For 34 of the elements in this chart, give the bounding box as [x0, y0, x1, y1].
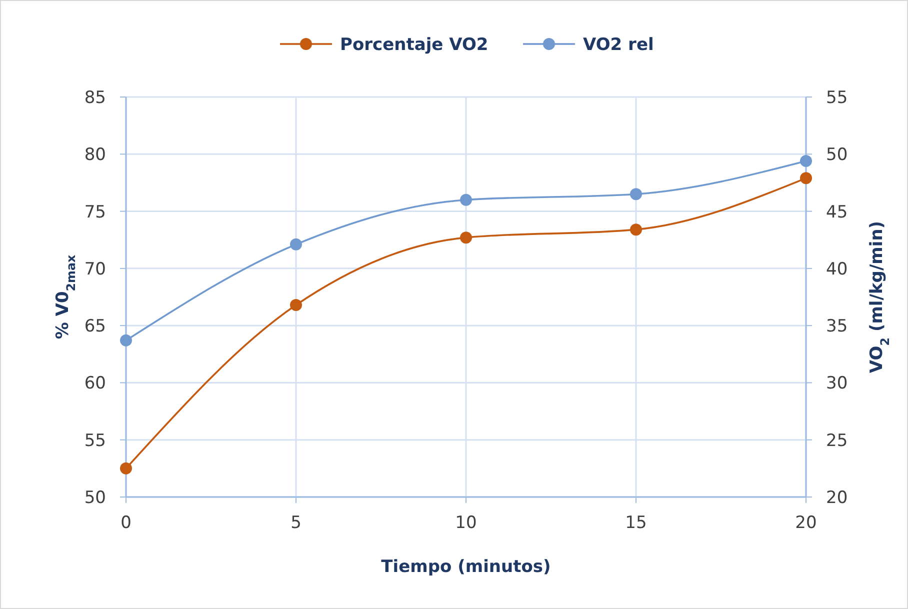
- y-tick-label: 85: [84, 88, 106, 108]
- point: [800, 172, 812, 184]
- legend-label: VO2 rel: [583, 35, 654, 55]
- x-tick-label: 5: [290, 513, 302, 533]
- y-tick-label: 80: [84, 145, 106, 166]
- y-tick-label: 55: [84, 430, 106, 451]
- point: [460, 194, 472, 206]
- y2-tick-label: 55: [826, 88, 848, 108]
- y-tick-label: 50: [84, 488, 106, 508]
- y2-tick-label: 40: [826, 259, 848, 280]
- point: [800, 155, 812, 167]
- point: [120, 462, 132, 474]
- point: [630, 188, 642, 200]
- x-tick-label: 20: [795, 513, 817, 533]
- y2-tick-label: 35: [826, 316, 848, 337]
- legend-label: Porcentaje VO2: [340, 35, 488, 55]
- point: [290, 299, 302, 311]
- y2-tick-label: 20: [826, 488, 848, 508]
- y2-tick-label: 30: [826, 374, 848, 394]
- y2-tick-label: 50: [826, 145, 848, 166]
- y2-tick-label: 45: [826, 202, 848, 222]
- y-tick-label: 65: [84, 316, 106, 337]
- y2-tick-label: 25: [826, 430, 848, 451]
- x-axis-title: Tiempo (minutos): [381, 557, 551, 577]
- x-tick-label: 15: [625, 513, 647, 533]
- y-tick-label: 75: [84, 202, 106, 222]
- x-tick-label: 10: [455, 513, 477, 533]
- y-tick-label: 70: [84, 259, 106, 280]
- point: [460, 232, 472, 244]
- x-tick-label: 0: [120, 513, 132, 533]
- y-tick-label: 60: [84, 374, 106, 394]
- point: [630, 224, 642, 236]
- point: [120, 334, 132, 346]
- point: [290, 238, 302, 250]
